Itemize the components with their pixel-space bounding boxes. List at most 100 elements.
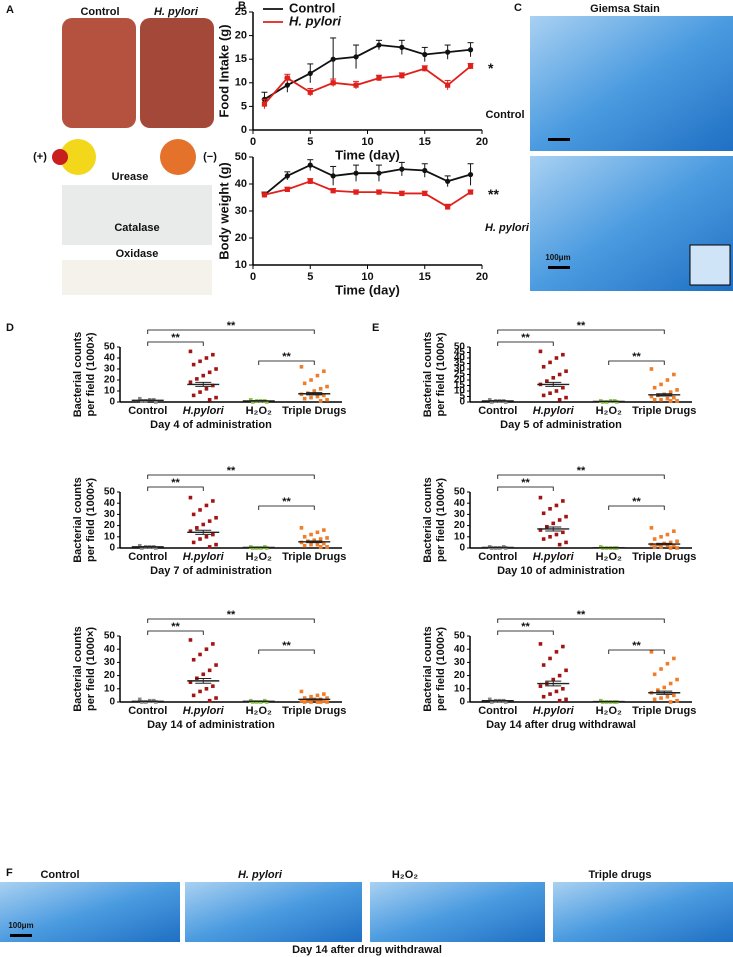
y-tick-label: 0 <box>459 397 465 408</box>
dot <box>214 515 218 520</box>
x-tick-label: H₂O₂ <box>596 705 622 717</box>
x-tick-label: Control <box>478 705 517 717</box>
y-axis-label: Bacterial counts <box>422 332 434 418</box>
dot <box>214 696 218 700</box>
point <box>445 178 451 184</box>
x-axis-label: Day 10 of administration <box>497 565 625 577</box>
y-axis-label: Body weight (g) <box>216 162 231 260</box>
dot <box>659 667 663 671</box>
dot <box>302 535 307 539</box>
dot <box>207 519 212 523</box>
x-tick-label: H.pylori <box>533 405 575 417</box>
dot <box>204 387 209 391</box>
series-line <box>263 44 471 101</box>
x-tick-label: 5 <box>307 271 313 283</box>
dot <box>659 696 663 700</box>
dot <box>557 518 562 522</box>
dot <box>564 697 568 702</box>
inset <box>689 244 731 286</box>
y-tick-label: 50 <box>235 151 247 163</box>
significance-bracket <box>258 505 315 510</box>
dot <box>325 398 329 402</box>
dot <box>665 543 670 548</box>
dot <box>315 373 320 378</box>
point <box>330 56 336 62</box>
dot <box>315 693 320 698</box>
dot <box>198 537 202 541</box>
dot <box>652 545 657 549</box>
dot <box>557 673 562 678</box>
y-tick-label: 20 <box>454 375 466 386</box>
y-tick-label: 30 <box>454 509 466 520</box>
significance-label: ** <box>521 477 530 489</box>
dot <box>204 687 209 691</box>
x-tick-label: Control <box>478 551 517 563</box>
dot <box>564 540 568 545</box>
point <box>445 82 451 88</box>
dot <box>554 689 559 694</box>
dot <box>561 644 565 649</box>
dot <box>672 693 676 698</box>
dot <box>315 700 320 704</box>
y-tick-label: 50 <box>104 487 116 498</box>
dot <box>322 541 326 546</box>
y-axis-label: Bacterial counts <box>422 626 434 712</box>
dot <box>191 362 196 367</box>
significance-bracket <box>147 329 315 334</box>
dot <box>665 694 670 699</box>
significance-bracket <box>608 505 665 510</box>
y-tick-label: 0 <box>459 697 465 708</box>
point <box>467 171 474 178</box>
point <box>376 42 382 48</box>
y-tick-label: 10 <box>104 531 116 542</box>
y-axis-label: Bacterial counts <box>72 477 84 563</box>
y-tick-label: 0 <box>241 124 247 136</box>
label: Oxidase <box>116 248 159 260</box>
point <box>330 188 336 194</box>
dot <box>545 379 549 383</box>
scale-bar <box>10 934 32 937</box>
significance-label: ** <box>632 640 641 652</box>
dot <box>668 399 673 403</box>
dot <box>188 495 193 500</box>
dot <box>264 400 269 404</box>
y-tick-label: 10 <box>454 386 466 397</box>
point <box>399 190 405 197</box>
dot <box>487 398 492 402</box>
x-tick-label: 15 <box>419 136 431 148</box>
dot <box>299 698 304 703</box>
label: Control <box>40 869 79 881</box>
point <box>467 47 474 53</box>
dot <box>665 661 670 666</box>
dot <box>137 543 142 548</box>
y-tick-label: 0 <box>109 543 115 554</box>
x-tick-label: Control <box>128 551 167 563</box>
dot <box>318 399 323 403</box>
dot <box>315 530 320 535</box>
dot <box>312 538 317 542</box>
dot <box>309 694 313 699</box>
significance-bracket <box>497 474 665 479</box>
x-tick-label: H.pylori <box>533 551 575 563</box>
dot <box>153 400 158 404</box>
panel-letter: A <box>6 4 14 16</box>
x-tick-label: Control <box>128 705 167 717</box>
photo-giemsa-control <box>530 16 733 151</box>
dot <box>302 396 307 401</box>
dot <box>309 395 313 400</box>
dot <box>207 545 212 549</box>
dot <box>318 700 323 704</box>
dot <box>548 360 552 365</box>
photo-control-stomach <box>62 18 136 128</box>
y-tick-label: 40 <box>235 178 247 190</box>
y-tick-label: 20 <box>454 520 466 531</box>
dot <box>652 537 657 541</box>
significance-bracket <box>147 474 315 479</box>
dot <box>204 647 209 651</box>
dot <box>191 693 196 698</box>
panel-letter: D <box>6 322 14 334</box>
dot <box>554 503 559 508</box>
significance-bracket <box>147 618 315 623</box>
point <box>376 189 382 195</box>
label: H₂O₂ <box>392 869 418 881</box>
